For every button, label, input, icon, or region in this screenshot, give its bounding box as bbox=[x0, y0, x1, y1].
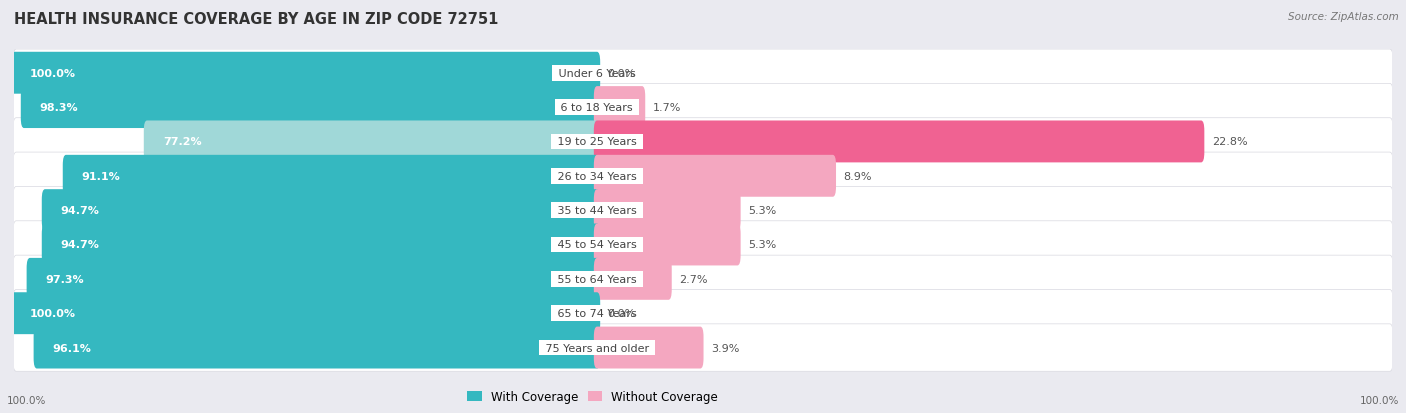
Text: 35 to 44 Years: 35 to 44 Years bbox=[554, 206, 640, 216]
FancyBboxPatch shape bbox=[593, 121, 1205, 163]
Text: 1.7%: 1.7% bbox=[652, 103, 681, 113]
Text: 94.7%: 94.7% bbox=[60, 240, 100, 250]
Text: 5.3%: 5.3% bbox=[748, 240, 776, 250]
Text: 6 to 18 Years: 6 to 18 Years bbox=[557, 103, 637, 113]
Text: Under 6 Years: Under 6 Years bbox=[555, 69, 640, 78]
Text: 96.1%: 96.1% bbox=[52, 343, 91, 353]
Text: 19 to 25 Years: 19 to 25 Years bbox=[554, 137, 640, 147]
Text: 45 to 54 Years: 45 to 54 Years bbox=[554, 240, 640, 250]
Text: 100.0%: 100.0% bbox=[1360, 395, 1399, 405]
FancyBboxPatch shape bbox=[593, 155, 837, 197]
FancyBboxPatch shape bbox=[13, 290, 1393, 337]
Text: 3.9%: 3.9% bbox=[711, 343, 740, 353]
FancyBboxPatch shape bbox=[593, 224, 741, 266]
Text: 8.9%: 8.9% bbox=[844, 171, 872, 181]
Text: 55 to 64 Years: 55 to 64 Years bbox=[554, 274, 640, 284]
FancyBboxPatch shape bbox=[593, 87, 645, 129]
Text: HEALTH INSURANCE COVERAGE BY AGE IN ZIP CODE 72751: HEALTH INSURANCE COVERAGE BY AGE IN ZIP … bbox=[14, 12, 499, 27]
Text: 75 Years and older: 75 Years and older bbox=[541, 343, 652, 353]
Text: 98.3%: 98.3% bbox=[39, 103, 79, 113]
FancyBboxPatch shape bbox=[11, 52, 600, 95]
Legend: With Coverage, Without Coverage: With Coverage, Without Coverage bbox=[463, 385, 723, 408]
FancyBboxPatch shape bbox=[63, 155, 600, 197]
Text: 94.7%: 94.7% bbox=[60, 206, 100, 216]
Text: 22.8%: 22.8% bbox=[1212, 137, 1247, 147]
Text: 91.1%: 91.1% bbox=[82, 171, 121, 181]
FancyBboxPatch shape bbox=[13, 50, 1393, 97]
Text: 0.0%: 0.0% bbox=[607, 309, 636, 318]
FancyBboxPatch shape bbox=[13, 153, 1393, 200]
FancyBboxPatch shape bbox=[13, 84, 1393, 131]
FancyBboxPatch shape bbox=[13, 221, 1393, 268]
FancyBboxPatch shape bbox=[143, 121, 600, 163]
FancyBboxPatch shape bbox=[42, 224, 600, 266]
FancyBboxPatch shape bbox=[42, 190, 600, 232]
FancyBboxPatch shape bbox=[13, 187, 1393, 234]
FancyBboxPatch shape bbox=[13, 119, 1393, 166]
Text: 65 to 74 Years: 65 to 74 Years bbox=[554, 309, 640, 318]
Text: 0.0%: 0.0% bbox=[607, 69, 636, 78]
FancyBboxPatch shape bbox=[593, 327, 703, 369]
Text: 100.0%: 100.0% bbox=[7, 395, 46, 405]
FancyBboxPatch shape bbox=[21, 87, 600, 129]
FancyBboxPatch shape bbox=[27, 258, 600, 300]
Text: 97.3%: 97.3% bbox=[46, 274, 84, 284]
FancyBboxPatch shape bbox=[13, 324, 1393, 371]
Text: 100.0%: 100.0% bbox=[30, 69, 76, 78]
FancyBboxPatch shape bbox=[13, 256, 1393, 303]
FancyBboxPatch shape bbox=[593, 258, 672, 300]
Text: 26 to 34 Years: 26 to 34 Years bbox=[554, 171, 640, 181]
Text: 100.0%: 100.0% bbox=[30, 309, 76, 318]
FancyBboxPatch shape bbox=[593, 190, 741, 232]
Text: 77.2%: 77.2% bbox=[163, 137, 201, 147]
Text: 5.3%: 5.3% bbox=[748, 206, 776, 216]
FancyBboxPatch shape bbox=[11, 292, 600, 335]
Text: 2.7%: 2.7% bbox=[679, 274, 707, 284]
Text: Source: ZipAtlas.com: Source: ZipAtlas.com bbox=[1288, 12, 1399, 22]
FancyBboxPatch shape bbox=[34, 327, 600, 369]
